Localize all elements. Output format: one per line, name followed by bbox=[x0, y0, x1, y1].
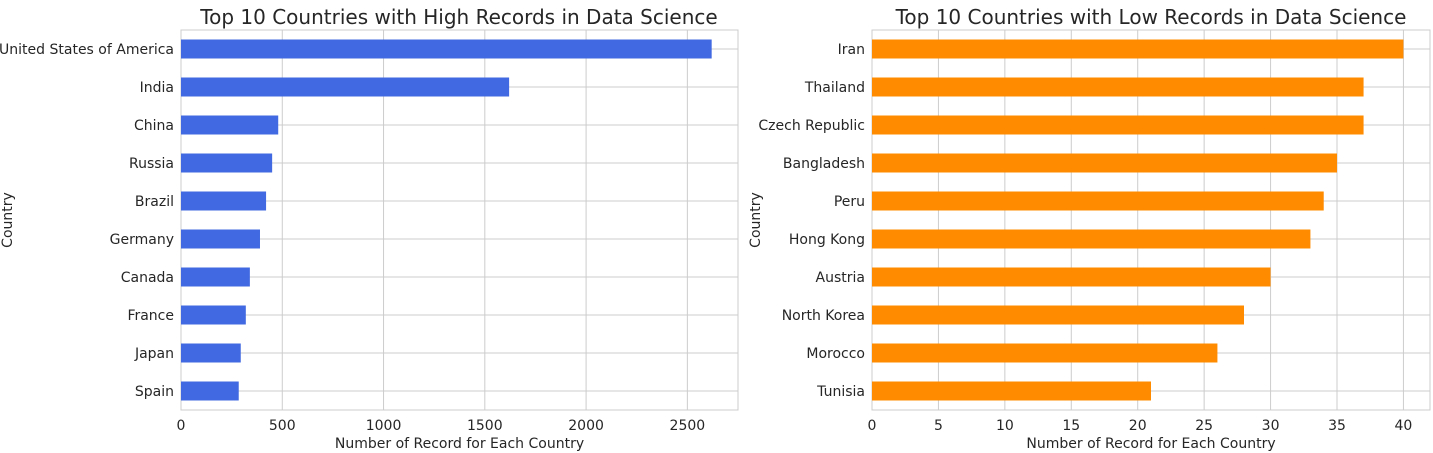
bar bbox=[181, 153, 273, 173]
bar bbox=[872, 229, 1311, 249]
bar bbox=[872, 39, 1404, 59]
x-tick-label: 10 bbox=[996, 418, 1014, 434]
x-tick-label: 40 bbox=[1395, 418, 1413, 434]
bar bbox=[872, 381, 1151, 401]
y-axis-label: Country bbox=[748, 192, 764, 248]
bar bbox=[181, 115, 279, 135]
y-tick-label: Brazil bbox=[135, 194, 174, 210]
x-tick-label: 1000 bbox=[366, 418, 402, 434]
x-tick-label: 500 bbox=[269, 418, 296, 434]
x-tick-label: 2500 bbox=[670, 418, 706, 434]
chart-title: Top 10 Countries with Low Records in Dat… bbox=[895, 5, 1407, 29]
x-axis-label: Number of Record for Each Country bbox=[335, 436, 584, 452]
x-tick-label: 0 bbox=[177, 418, 186, 434]
y-tick-label: Germany bbox=[110, 232, 174, 248]
chart-title: Top 10 Countries with High Records in Da… bbox=[199, 5, 717, 29]
y-tick-label: Czech Republic bbox=[758, 118, 865, 134]
y-tick-label: Canada bbox=[121, 270, 174, 286]
y-tick-label: Spain bbox=[135, 384, 174, 400]
x-tick-label: 1500 bbox=[467, 418, 503, 434]
bar bbox=[872, 305, 1244, 325]
x-tick-label: 20 bbox=[1129, 418, 1147, 434]
bar bbox=[181, 77, 510, 97]
bar bbox=[181, 267, 250, 287]
bar bbox=[181, 381, 239, 401]
y-tick-label: China bbox=[134, 118, 174, 134]
y-tick-label: Hong Kong bbox=[789, 232, 865, 248]
bar bbox=[181, 343, 241, 363]
bar bbox=[181, 39, 712, 59]
y-tick-label: Peru bbox=[834, 194, 865, 210]
y-tick-label: Russia bbox=[129, 156, 174, 172]
x-axis-label: Number of Record for Each Country bbox=[1026, 436, 1275, 452]
chart-low-records: 0 5 10 15 20 25 30 35 40 Iran Thailand Czech Republ… bbox=[748, 5, 1431, 452]
bar bbox=[872, 77, 1364, 97]
y-tick-label: North Korea bbox=[782, 308, 865, 324]
x-tick-label: 2000 bbox=[568, 418, 604, 434]
y-tick-label: India bbox=[140, 80, 174, 96]
y-tick-label: Morocco bbox=[806, 346, 865, 362]
bar bbox=[872, 267, 1271, 287]
bar bbox=[872, 343, 1218, 363]
chart-high-records: 0 500 1000 1500 2000 2500 United States of Ame… bbox=[0, 5, 739, 452]
plot-frame bbox=[180, 29, 739, 411]
bar bbox=[872, 191, 1324, 211]
plot-frame bbox=[871, 29, 1431, 411]
bar bbox=[181, 229, 260, 249]
x-tick-label: 0 bbox=[868, 418, 877, 434]
y-tick-label: Japan bbox=[134, 346, 174, 362]
y-tick-label: France bbox=[127, 308, 174, 324]
bar bbox=[181, 191, 267, 211]
bar bbox=[872, 115, 1364, 135]
x-tick-label: 15 bbox=[1062, 418, 1080, 434]
x-tick-label: 5 bbox=[934, 418, 943, 434]
x-tick-label: 25 bbox=[1195, 418, 1213, 434]
x-tick-label: 30 bbox=[1262, 418, 1280, 434]
y-tick-label: Iran bbox=[838, 42, 865, 58]
y-tick-label: Bangladesh bbox=[783, 156, 865, 172]
y-tick-label: Tunisia bbox=[816, 384, 865, 400]
bar bbox=[872, 153, 1337, 173]
y-axis-label: Country bbox=[0, 192, 16, 248]
y-tick-label: United States of America bbox=[0, 42, 174, 58]
x-tick-label: 35 bbox=[1328, 418, 1346, 434]
y-tick-label: Thailand bbox=[804, 80, 865, 96]
bar bbox=[181, 305, 246, 325]
y-tick-label: Austria bbox=[816, 270, 865, 286]
